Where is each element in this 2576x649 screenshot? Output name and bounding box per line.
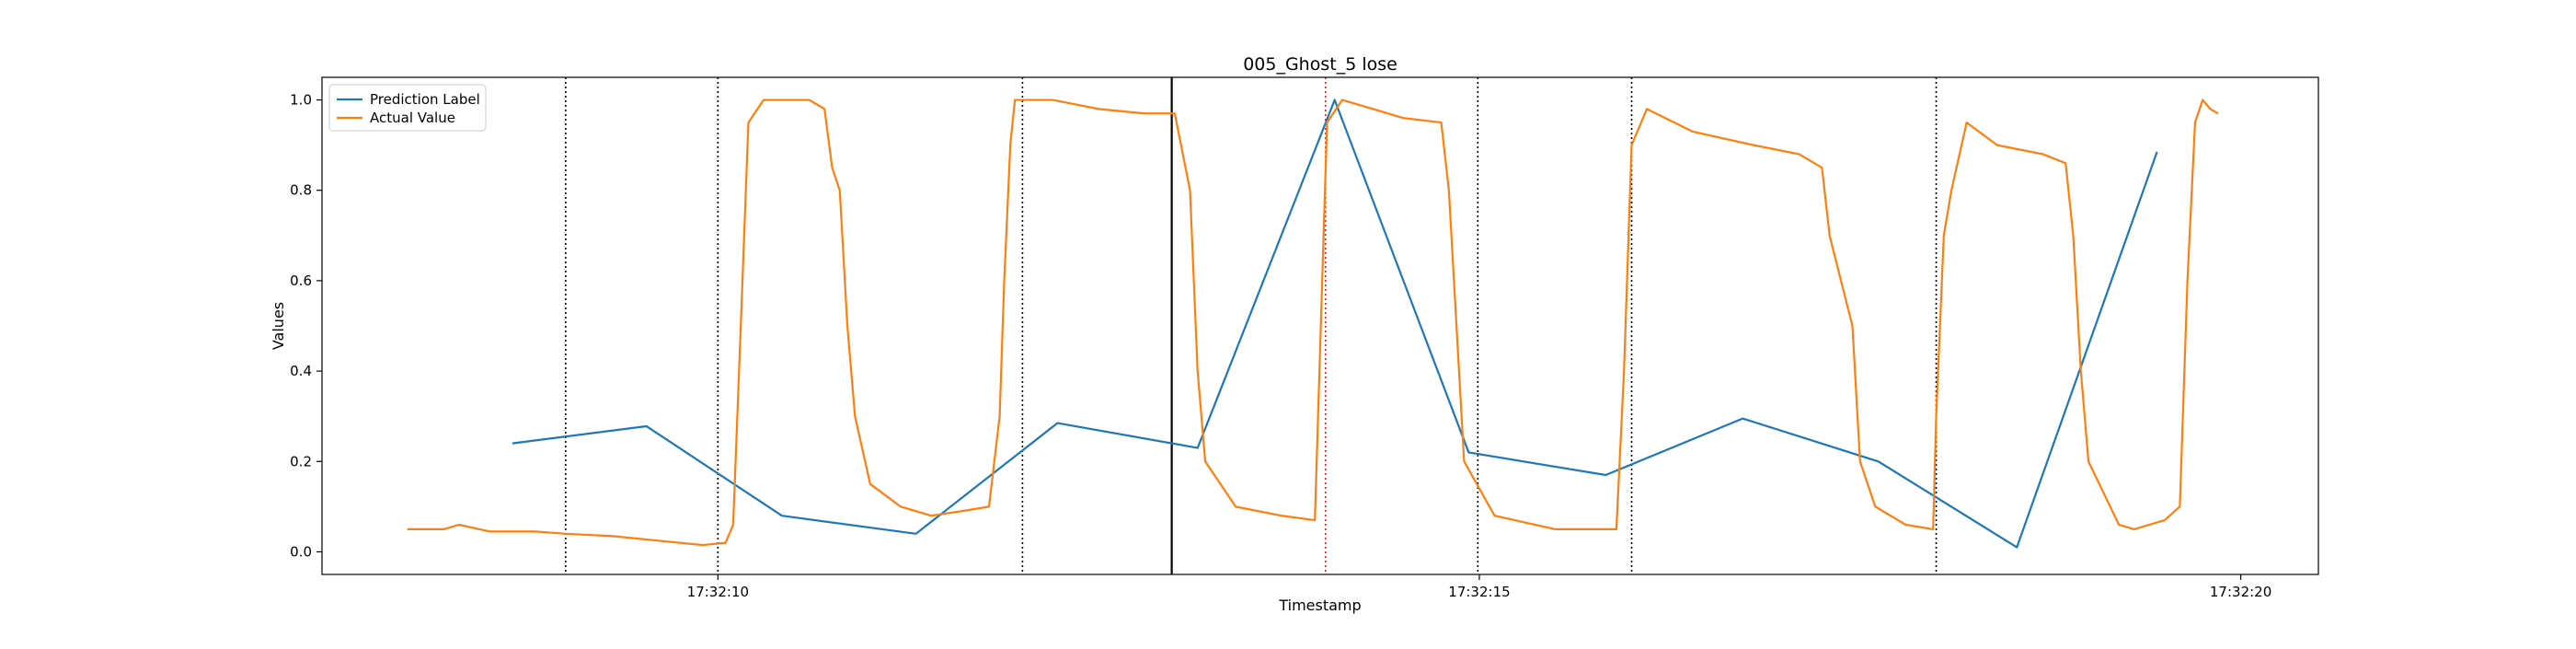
legend-box: [328, 84, 487, 132]
plot-frame: [321, 76, 2319, 575]
y-tick-label: 0.8: [290, 182, 312, 199]
legend: Prediction Label Actual Value: [328, 84, 487, 132]
y-tick-label: 0.6: [290, 272, 312, 289]
y-axis-title: Values: [270, 302, 287, 350]
y-tick-label: 0.4: [290, 363, 312, 379]
x-axis-title: Timestamp: [1278, 597, 1361, 614]
y-axis: 0.0 0.2 0.4 0.6 0.8 1.0: [290, 92, 322, 560]
series-layer: [407, 99, 2219, 549]
y-tick-label: 0.0: [290, 543, 312, 560]
x-axis: 17:32:10 17:32:15 17:32:20: [687, 574, 2271, 600]
vertical-marker-lines: [565, 77, 1938, 574]
series-line-prediction-label: [512, 99, 2158, 549]
chart-title: 005_Ghost_5 lose: [1243, 54, 1397, 75]
x-tick-label: 17:32:10: [687, 584, 749, 600]
x-tick-label: 17:32:15: [1448, 584, 1510, 600]
y-tick-label: 0.2: [290, 453, 312, 469]
x-tick-label: 17:32:20: [2210, 584, 2271, 600]
y-tick-label: 1.0: [290, 92, 312, 109]
legend-label-actual-value: Actual Value: [370, 110, 455, 126]
legend-label-prediction-label: Prediction Label: [370, 91, 480, 108]
series-line-actual-value: [407, 99, 2219, 547]
